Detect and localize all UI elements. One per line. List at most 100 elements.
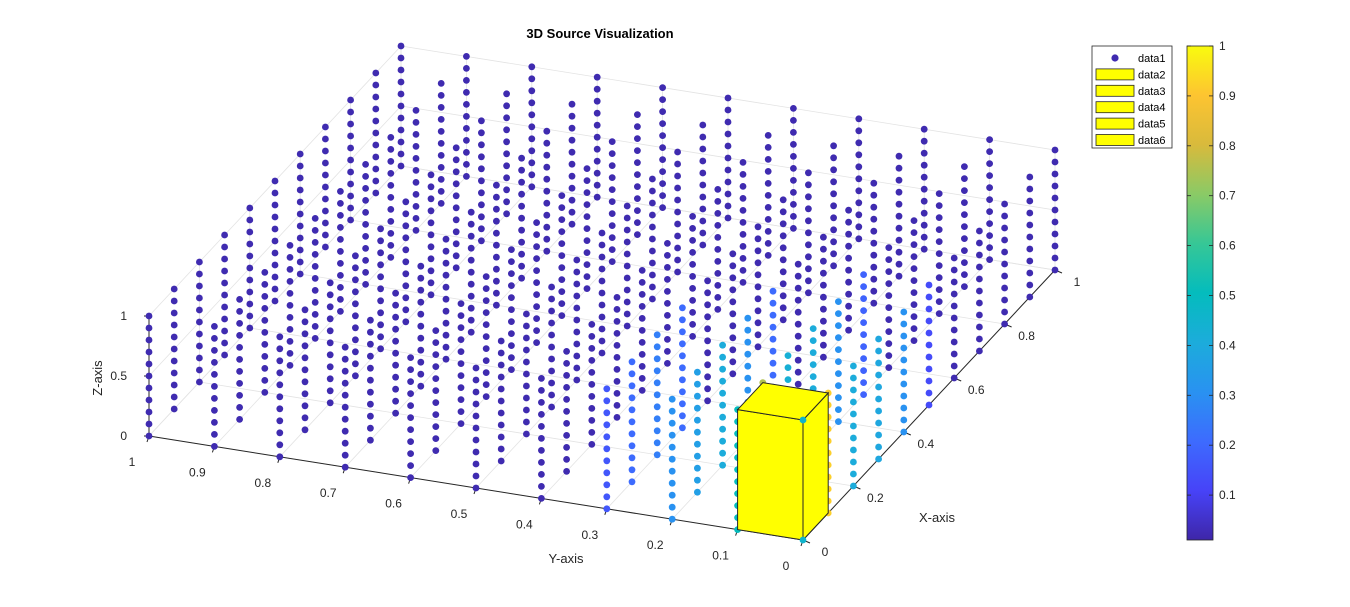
scatter-point [467,280,475,288]
scatter-point [493,265,500,273]
legend[interactable]: data1 data2 data3 data4 data5 data6 [1091,45,1173,149]
scatter-point [427,279,435,287]
scatter-point [986,232,993,240]
scatter-point [779,208,787,216]
scatter-point [528,159,536,167]
scatter-point [613,414,621,421]
scatter-point [714,186,722,193]
scatter-point [196,306,203,314]
scatter-point [588,429,596,436]
scatter-point [790,177,797,184]
scatter-point [835,418,842,425]
scatter-point [986,208,993,216]
scatter-point [634,195,641,203]
y-tick-label: 0.1 [712,549,729,563]
scatter-point [558,252,566,259]
scatter-point [196,342,203,350]
legend-marker-dot [1111,54,1119,62]
scatter-point [659,204,666,212]
scatter-point [885,244,893,252]
scatter-point [1026,209,1034,217]
scatter-point [437,188,445,195]
colorbar-tick-label: 0.3 [1219,388,1236,402]
scatter-point [674,196,681,204]
scatter-point [1001,200,1008,208]
scatter-point [261,293,269,300]
scatter-point [341,451,349,459]
scatter-point [779,280,787,288]
scatter-point [337,284,344,291]
scatter-point [628,358,636,366]
scatter-point [674,220,681,228]
scatter-point [493,205,500,213]
scatter-point [638,375,646,382]
scatter-point [452,240,460,248]
scatter-point [573,364,581,372]
scatter-point [961,163,968,171]
scatter-point [402,270,410,278]
scatter-point [372,141,380,149]
scatter-point [598,265,606,273]
legend-entry-label: data4 [1138,102,1166,114]
scatter-point [271,237,279,245]
scatter-point [362,221,369,228]
scatter-point [1026,185,1034,193]
scatter-point [170,357,178,365]
scatter-point [764,228,772,235]
scatter-point [961,199,968,207]
scatter-point [885,352,893,359]
scatter-point [719,389,726,397]
scatter-point [463,124,470,132]
scatter-point [377,249,384,257]
scatter-point [920,221,928,229]
scatter-point [583,273,591,280]
scatter-point [986,160,993,168]
scatter-point [1051,242,1059,250]
scatter-point [835,310,842,317]
scatter-point [311,263,319,270]
scatter-point [568,220,576,228]
scatter-point [523,382,530,390]
scatter-point [362,209,369,216]
scatter-point [875,383,882,391]
scatter-point [261,341,269,348]
scatter-point [744,350,752,358]
scatter-point [170,345,178,353]
scatter-point [518,166,525,174]
scatter-point [548,379,555,387]
scatter-point [497,409,505,417]
scatter-point [935,202,943,210]
scatter-point [543,187,551,195]
scatter-point [900,404,908,412]
scatter-point [935,250,943,257]
scatter-point [397,102,405,110]
scatter-point [528,111,536,119]
scatter-point [236,380,244,387]
scatter-point [714,306,722,313]
scatter-point [649,175,656,183]
scatter-point [950,314,958,322]
scatter-point [634,159,641,167]
scatter-point [613,330,621,337]
scatter-point [860,283,867,290]
scatter-point [729,262,737,270]
scatter-point [668,431,676,439]
scatter-point [790,165,797,172]
scatter-point [508,318,515,325]
scatter-point [588,321,596,328]
scatter-point [950,278,958,286]
scatter-point [442,355,450,363]
scatter-point [860,391,867,398]
scatter-point [689,249,696,256]
scatter-point [558,240,566,248]
scatter-point [452,264,460,272]
scatter-point [739,231,747,238]
scatter-point [900,392,908,400]
scatter-point [145,384,153,392]
scatter-point [653,367,661,375]
scatter-point [719,353,726,361]
scatter-point [628,430,636,438]
scatter-point [714,270,722,277]
scatter-point [1001,320,1008,328]
scatter-point [503,210,510,218]
